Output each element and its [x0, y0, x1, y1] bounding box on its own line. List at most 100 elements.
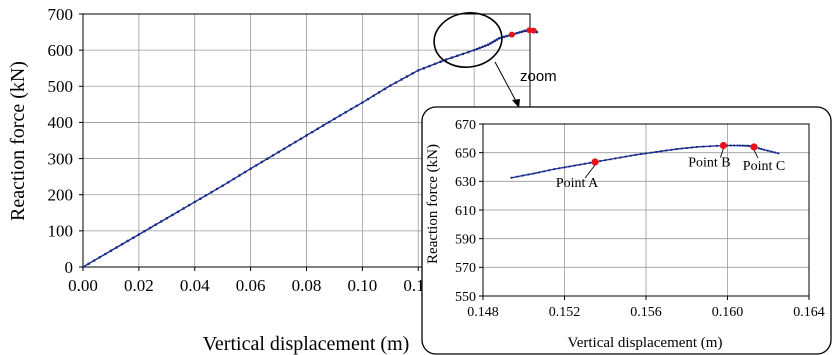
named-point-marker	[719, 141, 728, 150]
m-series-marker	[389, 84, 392, 87]
i-series-marker	[532, 172, 536, 175]
i-series-marker	[690, 146, 693, 149]
i-series-marker	[629, 154, 632, 157]
m-series-marker	[491, 40, 494, 44]
i-series-marker	[573, 164, 576, 167]
i-series-marker	[510, 176, 513, 179]
m-series-marker	[131, 236, 135, 240]
main-series-line	[82, 29, 538, 268]
m-x-tick-label: 0.02	[124, 276, 154, 295]
m-series-marker	[450, 56, 454, 59]
m-series-marker	[405, 75, 409, 78]
m-y-tick-label: 100	[48, 222, 74, 241]
m-series-marker	[377, 91, 381, 94]
i-series-marker	[553, 168, 556, 171]
i-series-marker	[634, 153, 637, 156]
m-series-marker	[428, 64, 431, 68]
i-series-marker	[744, 144, 747, 147]
m-series-marker	[210, 190, 213, 194]
m-series-marker	[327, 120, 331, 124]
m-series-marker	[215, 187, 219, 191]
i-series-marker	[649, 151, 653, 154]
inset-plot-frame	[482, 123, 810, 297]
m-series-marker	[349, 107, 353, 111]
m-series-marker	[126, 239, 129, 243]
inset-x-axis-label: Vertical displacement (m)	[568, 335, 723, 351]
i-x-tick-label: 0.156	[630, 305, 662, 320]
m-series-marker	[394, 81, 398, 84]
m-series-marker	[439, 60, 442, 64]
i-series-marker	[537, 171, 541, 174]
point-leader-line	[753, 149, 759, 159]
i-y-tick-label: 570	[455, 261, 476, 276]
i-series-marker	[760, 147, 763, 151]
i-series-marker	[543, 170, 546, 173]
m-series-marker	[115, 246, 118, 249]
m-series-marker	[137, 233, 141, 236]
m-series-marker	[310, 130, 314, 134]
m-series-marker	[282, 147, 286, 151]
m-series-marker	[187, 203, 191, 207]
i-y-tick-label: 590	[455, 232, 476, 247]
m-series-marker	[165, 216, 169, 220]
m-series-marker	[277, 150, 280, 154]
m-series-marker	[422, 66, 426, 70]
m-series-marker	[109, 249, 113, 253]
m-series-marker	[92, 259, 96, 262]
i-series-marker	[516, 175, 519, 178]
m-y-tick-label: 0	[65, 258, 74, 277]
i-series-marker	[609, 158, 612, 161]
m-series-marker	[495, 38, 499, 41]
m-series-marker	[383, 87, 387, 91]
m-series-marker	[411, 72, 414, 75]
i-series-marker	[568, 165, 571, 168]
m-series-marker	[344, 111, 347, 114]
m-series-marker	[518, 31, 521, 34]
m-series-marker	[171, 213, 174, 217]
m-y-tick-label: 700	[48, 5, 74, 24]
m-series-marker	[226, 180, 230, 184]
m-x-tick-label: 0.10	[348, 276, 378, 295]
i-series-marker	[655, 150, 658, 154]
m-series-marker	[416, 69, 420, 72]
i-series-marker	[639, 153, 643, 156]
i-series-marker	[578, 163, 581, 166]
m-series-marker	[266, 157, 269, 161]
m-series-marker	[361, 101, 364, 104]
m-series-marker	[81, 265, 85, 269]
i-series-marker	[563, 166, 566, 169]
i-series-marker	[614, 157, 617, 160]
i-series-marker	[715, 144, 718, 147]
m-series-marker	[355, 104, 359, 108]
m-x-tick-label: 0.04	[180, 276, 210, 295]
m-series-marker	[243, 170, 247, 174]
m-series-marker	[493, 39, 497, 43]
main-highlight-point	[508, 31, 515, 38]
m-series-marker	[481, 45, 484, 49]
m-series-marker	[199, 197, 202, 200]
m-series-marker	[87, 262, 90, 266]
i-series-marker	[660, 150, 663, 153]
point-leader-line	[719, 148, 724, 158]
m-series-marker	[366, 97, 370, 101]
m-x-tick-label: 0.00	[68, 276, 98, 295]
m-series-marker	[154, 223, 157, 227]
i-y-tick-label: 550	[455, 290, 476, 305]
m-series-marker	[520, 30, 524, 34]
i-series-marker	[619, 156, 622, 159]
i-series-marker	[763, 148, 766, 151]
point-leader-line	[584, 164, 596, 179]
i-series-marker	[558, 167, 561, 170]
point-label: Point C	[743, 159, 785, 174]
m-series-marker	[249, 167, 252, 170]
main-y-axis-label: Reaction force (kN)	[7, 61, 29, 221]
m-series-marker	[489, 42, 492, 45]
m-series-marker	[104, 252, 107, 256]
named-point-marker	[750, 143, 758, 151]
i-x-tick-label: 0.148	[467, 305, 499, 320]
named-point-marker	[591, 158, 599, 166]
main-x-axis-label: Vertical displacement (m)	[203, 333, 410, 355]
main-highlight-points	[508, 27, 537, 38]
